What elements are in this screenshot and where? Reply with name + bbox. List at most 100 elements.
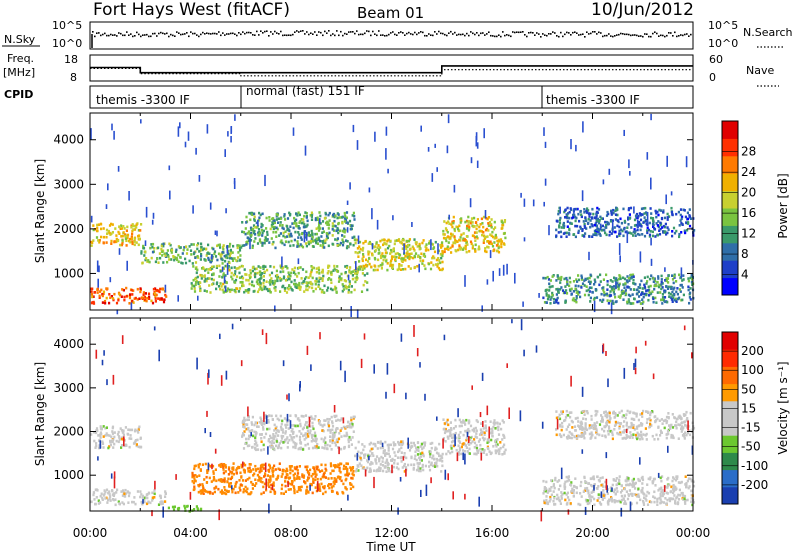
- echo-cell: [311, 472, 314, 476]
- echo-cell: [137, 243, 140, 247]
- echo-cell: [351, 436, 354, 439]
- echo-cell: [494, 421, 497, 425]
- echo-speckle: [520, 192, 522, 198]
- echo-cell: [312, 290, 315, 293]
- echo-cell: [112, 498, 115, 502]
- echo-cell: [673, 231, 677, 235]
- echo-cell: [263, 287, 266, 291]
- echo-cell: [325, 469, 328, 472]
- echo-cell: [333, 264, 336, 268]
- echo-cell: [577, 229, 580, 233]
- nsky-sample: [634, 34, 636, 36]
- echo-cell: [202, 267, 205, 271]
- echo-cell: [255, 441, 258, 445]
- echo-speckle: [670, 191, 673, 196]
- echo-cell: [408, 248, 411, 251]
- nsky-sample: [624, 33, 626, 36]
- echo-cell: [439, 261, 442, 265]
- echo-cell: [192, 474, 195, 477]
- echo-cell: [492, 425, 495, 429]
- echo-cell: [118, 232, 121, 235]
- echo-cell: [163, 298, 166, 301]
- echo-cell: [498, 452, 501, 456]
- echo-cell: [437, 262, 440, 266]
- echo-cell: [107, 491, 110, 495]
- echo-cell: [666, 216, 669, 219]
- echo-cell: [580, 435, 583, 438]
- echo-cell: [350, 416, 353, 420]
- echo-cell: [93, 291, 97, 294]
- echo-cell: [190, 282, 193, 285]
- echo-cell: [565, 289, 568, 292]
- echo-cell: [344, 279, 348, 283]
- echo-cell: [289, 286, 292, 289]
- nsky-sample: [598, 31, 600, 34]
- echo-cell: [624, 292, 628, 295]
- echo-cell: [299, 488, 302, 492]
- echo-cell: [560, 275, 563, 279]
- echo-speckle: [356, 140, 359, 150]
- echo-cell: [338, 216, 341, 219]
- echo-cell: [160, 502, 163, 506]
- echo-cell: [272, 240, 275, 244]
- nsky-sample: [160, 31, 162, 34]
- echo-cell: [607, 302, 610, 305]
- echo-cell: [143, 254, 146, 257]
- nsky-sample: [382, 34, 384, 36]
- echo-cell: [108, 490, 111, 493]
- echo-cell: [340, 427, 343, 430]
- echo-cell: [336, 238, 339, 242]
- echo-cell: [635, 412, 638, 416]
- echo-speckle: [184, 141, 187, 148]
- echo-cell: [280, 428, 283, 432]
- echo-cell: [103, 492, 106, 496]
- echo-cell: [451, 450, 454, 454]
- echo-cell: [130, 237, 133, 240]
- echo-cell: [306, 485, 309, 489]
- echo-cell: [300, 232, 304, 236]
- echo-cell: [137, 428, 140, 431]
- echo-cell: [491, 434, 494, 438]
- echo-cell: [616, 279, 619, 282]
- echo-cell: [396, 462, 399, 466]
- echo-cell: [317, 229, 321, 232]
- echo-cell: [325, 238, 328, 241]
- echo-cell: [390, 459, 393, 462]
- echo-cell: [390, 257, 394, 261]
- echo-cell: [587, 221, 590, 225]
- echo-cell: [144, 298, 147, 302]
- echo-cell: [646, 226, 649, 229]
- echo-speckle: [436, 167, 438, 172]
- echo-cell: [468, 447, 471, 451]
- echo-cell: [386, 467, 390, 470]
- nsky-sample: [466, 32, 468, 35]
- echo-cell: [298, 244, 301, 248]
- echo-cell: [642, 295, 645, 299]
- echo-speckle: [145, 206, 148, 218]
- echo-cell: [686, 211, 689, 215]
- echo-cell: [241, 230, 244, 234]
- echo-cell: [258, 421, 261, 424]
- nsky-sample: [278, 33, 280, 35]
- echo-cell: [490, 427, 493, 431]
- echo-cell: [315, 267, 318, 270]
- echo-cell: [311, 266, 314, 269]
- echo-cell: [585, 289, 588, 293]
- echo-cell: [260, 241, 263, 244]
- echo-cell: [613, 293, 616, 296]
- echo-cell: [563, 210, 566, 214]
- echo-cell: [111, 432, 114, 435]
- echo-cell: [104, 301, 107, 305]
- echo-cell: [301, 427, 304, 431]
- echo-cell: [355, 273, 359, 276]
- echo-cell: [616, 213, 619, 217]
- echo-cell: [269, 466, 272, 470]
- nsky-sample: [186, 32, 188, 34]
- echo-cell: [616, 431, 619, 435]
- echo-cell: [271, 466, 275, 470]
- echo-cell: [186, 248, 189, 251]
- echo-cell: [330, 483, 333, 486]
- echo-cell: [196, 268, 199, 272]
- echo-cell: [558, 277, 562, 280]
- echo-cell: [560, 235, 563, 239]
